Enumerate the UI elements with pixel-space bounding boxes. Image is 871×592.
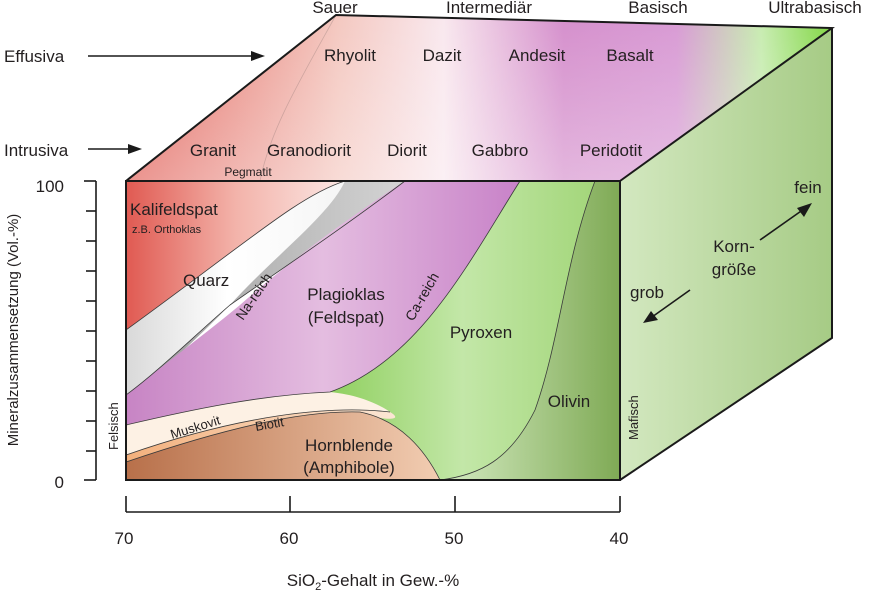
rock-peridotit: Peridotit [580, 141, 643, 160]
band-olivin [440, 181, 620, 480]
category-sauer: Sauer [312, 0, 358, 17]
category-intermediaer: Intermediär [446, 0, 532, 17]
y-tick-100: 100 [36, 177, 64, 196]
mineral-kalifeldspat: Kalifeldspat [130, 200, 218, 219]
grain-size-arrows [643, 203, 812, 323]
label-fein: fein [794, 178, 821, 197]
y-axis-label: Mineralzusammensetzung (Vol.-%) [5, 214, 22, 447]
y-tick-0: 0 [55, 473, 64, 492]
x-axis-label-suffix: -Gehalt in Gew.-% [321, 571, 459, 590]
label-mafisch: Mafisch [626, 395, 641, 440]
x-tick-70: 70 [115, 529, 134, 548]
rock-basalt: Basalt [606, 46, 654, 65]
y-axis [84, 180, 97, 481]
band-plagioklas [126, 181, 520, 425]
category-ultrabasisch: Ultrabasisch [768, 0, 862, 17]
label-effusiva: Effusiva [4, 47, 65, 66]
arrow-fine [759, 208, 805, 241]
top-face-highlight [126, 15, 832, 181]
label-intrusiva: Intrusiva [4, 141, 69, 160]
category-basisch: Basisch [628, 0, 688, 17]
x-axis-label-prefix: SiO [287, 571, 315, 590]
row-arrows [88, 51, 265, 154]
label-pegmatit: Pegmatit [224, 165, 272, 179]
band-hornblende [126, 411, 440, 480]
grain-size-title: Korn- [713, 237, 755, 256]
mineral-plagioklas: Plagioklas [307, 285, 385, 304]
rock-gabbro: Gabbro [472, 141, 529, 160]
mineral-biotit: Biotit [254, 414, 285, 434]
band-muskovit [126, 392, 390, 455]
rock-granit: Granit [190, 141, 237, 160]
band-boundaries [125, 14, 596, 481]
mineral-pyroxen: Pyroxen [450, 323, 512, 342]
band-kalifeldspat [126, 181, 345, 330]
rock-diorit: Diorit [387, 141, 427, 160]
mineral-plagioklas-sub: (Feldspat) [308, 308, 385, 327]
x-axis-label: SiO2-Gehalt in Gew.-% [287, 571, 459, 592]
x-tick-40: 40 [610, 529, 629, 548]
label-felsisch: Felsisch [106, 402, 121, 450]
rock-dazit: Dazit [423, 46, 462, 65]
mineral-quarz: Quarz [183, 271, 229, 290]
rock-granodiorit: Granodiorit [267, 141, 351, 160]
mineral-hornblende-sub: (Amphibole) [303, 458, 395, 477]
side-face [620, 28, 832, 480]
mineral-hornblende: Hornblende [305, 436, 393, 455]
label-grob: grob [630, 283, 664, 302]
mineral-olivin: Olivin [548, 392, 591, 411]
grain-size-title-2: größe [712, 260, 756, 279]
mineral-kalifeldspat-note: z.B. Orthoklas [132, 224, 202, 236]
x-axis [125, 496, 621, 513]
x-tick-60: 60 [280, 529, 299, 548]
arrow-coarse [651, 289, 691, 318]
band-pyroxen [330, 181, 595, 480]
x-tick-50: 50 [445, 529, 464, 548]
block-outline [125, 13, 835, 481]
x-axis-label-subscript: 2 [315, 581, 321, 592]
rock-andesit: Andesit [509, 46, 566, 65]
rock-rhyolit: Rhyolit [324, 46, 376, 65]
